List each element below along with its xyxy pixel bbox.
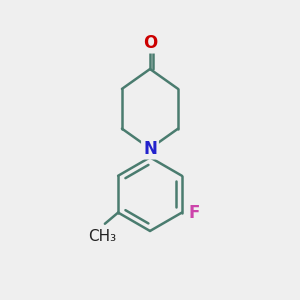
Text: F: F xyxy=(188,204,200,222)
Text: O: O xyxy=(143,34,157,52)
Text: N: N xyxy=(143,140,157,158)
Text: CH₃: CH₃ xyxy=(88,229,116,244)
